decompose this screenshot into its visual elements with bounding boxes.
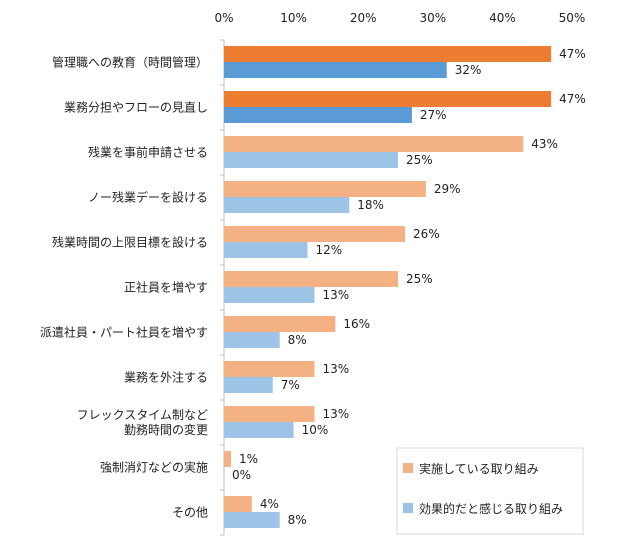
data-label: 0% bbox=[232, 468, 251, 482]
data-label: 27% bbox=[420, 108, 447, 122]
bar-implemented bbox=[224, 91, 552, 107]
bar-effective bbox=[224, 422, 294, 438]
bar-implemented bbox=[224, 181, 426, 197]
category-label: ノー残業デーを設ける bbox=[88, 190, 208, 205]
bar-implemented bbox=[224, 406, 315, 422]
bar-implemented bbox=[224, 136, 524, 152]
data-label: 47% bbox=[559, 47, 586, 61]
data-label: 18% bbox=[357, 198, 384, 212]
legend-swatch bbox=[403, 503, 413, 513]
bar-implemented bbox=[224, 316, 336, 332]
data-label: 43% bbox=[531, 137, 558, 151]
bar-implemented bbox=[224, 271, 398, 287]
bar-effective bbox=[224, 242, 308, 258]
bar-effective bbox=[224, 332, 280, 348]
x-tick-label: 10% bbox=[280, 11, 307, 25]
category-label: 業務分担やフローの見直し bbox=[64, 101, 208, 115]
bar-implemented bbox=[224, 361, 315, 377]
data-label: 7% bbox=[281, 378, 300, 392]
bar-implemented bbox=[224, 451, 231, 467]
bar-implemented bbox=[224, 226, 405, 242]
bar-effective bbox=[224, 152, 398, 168]
bar-effective bbox=[224, 62, 447, 78]
data-label: 25% bbox=[406, 272, 433, 286]
legend-label: 実施している取り組み bbox=[419, 461, 539, 476]
data-label: 8% bbox=[288, 513, 307, 527]
data-label: 1% bbox=[239, 452, 258, 466]
bar-effective bbox=[224, 377, 273, 393]
data-label: 16% bbox=[343, 317, 370, 331]
x-tick-label: 50% bbox=[559, 11, 586, 25]
category-label: 勤務時間の変更 bbox=[124, 422, 208, 437]
data-label: 4% bbox=[260, 497, 279, 511]
legend-label: 効果的だと感じる取り組み bbox=[419, 501, 563, 516]
category-label: 派遣社員・パート社員を増やす bbox=[40, 325, 208, 340]
x-tick-label: 0% bbox=[214, 11, 233, 25]
legend-swatch bbox=[403, 463, 413, 473]
data-label: 26% bbox=[413, 227, 440, 241]
category-label: フレックスタイム制など bbox=[77, 408, 208, 422]
data-label: 47% bbox=[559, 92, 586, 106]
category-label: その他 bbox=[172, 506, 208, 520]
category-label: 正社員を増やす bbox=[124, 280, 208, 295]
data-label: 13% bbox=[322, 407, 349, 421]
category-label: 強制消灯などの実施 bbox=[100, 460, 208, 475]
data-label: 25% bbox=[406, 153, 433, 167]
bar-effective bbox=[224, 197, 350, 213]
bar-effective bbox=[224, 107, 412, 123]
data-label: 13% bbox=[322, 288, 349, 302]
data-label: 29% bbox=[434, 182, 461, 196]
data-label: 10% bbox=[302, 423, 329, 437]
x-tick-label: 30% bbox=[419, 11, 446, 25]
x-tick-label: 40% bbox=[489, 11, 516, 25]
data-label: 12% bbox=[316, 243, 343, 257]
x-tick-label: 20% bbox=[350, 11, 377, 25]
category-label: 業務を外注する bbox=[124, 370, 208, 385]
bar-effective bbox=[224, 287, 315, 303]
data-label: 8% bbox=[288, 333, 307, 347]
bar-implemented bbox=[224, 46, 552, 62]
legend-box bbox=[396, 447, 584, 535]
category-label: 残業を事前申請させる bbox=[88, 145, 208, 160]
bar-implemented bbox=[224, 496, 252, 512]
bar-effective bbox=[224, 512, 280, 528]
data-label: 13% bbox=[322, 362, 349, 376]
category-label: 管理職への教育（時間管理） bbox=[52, 55, 208, 70]
data-label: 32% bbox=[455, 63, 482, 77]
category-label: 残業時間の上限目標を設ける bbox=[52, 235, 208, 250]
